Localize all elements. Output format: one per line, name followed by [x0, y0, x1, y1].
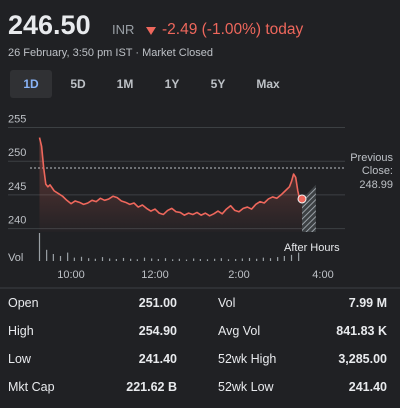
- volume-bar: [235, 259, 237, 261]
- volume-bar: [164, 258, 167, 261]
- volume-label: Vol: [8, 252, 23, 264]
- x-tick-label: 12:00: [141, 269, 169, 281]
- x-tick-label: 10:00: [57, 269, 85, 281]
- volume-bar: [199, 259, 201, 261]
- volume-bar: [46, 249, 48, 261]
- stat-value: 841.83 K: [336, 324, 387, 338]
- volume-bar: [130, 258, 132, 261]
- stat-label: Avg Vol: [218, 324, 260, 338]
- price-line: [38, 137, 303, 217]
- stat-value: 7.99 M: [349, 296, 387, 310]
- change: -2.49 (-1.00%) today: [162, 21, 304, 38]
- tab[interactable]: 1Y: [165, 77, 180, 91]
- volume-bar: [52, 254, 54, 261]
- volume-bar: [241, 258, 243, 261]
- volume-bar: [256, 258, 258, 261]
- volume-bar: [172, 259, 174, 261]
- volume-bar: [277, 257, 279, 261]
- y-tick-label: 240: [8, 215, 26, 227]
- area: [39, 137, 302, 232]
- price: 246.50: [8, 10, 91, 40]
- stat-value: 3,285.00: [338, 352, 387, 366]
- volume-bar: [193, 258, 195, 261]
- previous-close-value: 248.99: [359, 179, 393, 191]
- stat-label: 52wk Low: [218, 380, 275, 394]
- stat-label: Vol: [218, 296, 235, 310]
- stat-value: 251.00: [139, 296, 177, 310]
- volume-bar: [151, 258, 153, 261]
- volume-bar: [38, 233, 41, 261]
- tab[interactable]: 5D: [70, 77, 86, 91]
- volume-bar: [269, 258, 272, 261]
- volume-bar: [248, 257, 251, 261]
- tab[interactable]: Max: [256, 77, 280, 91]
- volume-bar: [122, 257, 125, 261]
- volume-bar: [88, 258, 90, 261]
- tab[interactable]: 1D: [23, 77, 39, 91]
- currency: INR: [112, 22, 134, 37]
- x-tick-label: 4:00: [312, 269, 333, 281]
- volume-bar: [290, 254, 293, 261]
- volume-bar: [298, 252, 300, 261]
- volume-bar: [178, 258, 180, 261]
- stat-label: Mkt Cap: [8, 380, 55, 394]
- stat-value: 254.90: [139, 324, 177, 338]
- tab[interactable]: 5Y: [211, 77, 226, 91]
- tab[interactable]: 1M: [117, 77, 134, 91]
- volume-bar: [80, 256, 83, 261]
- volume-bar: [214, 258, 216, 261]
- volume-bar: [94, 258, 96, 261]
- y-tick-label: 255: [8, 113, 26, 125]
- stat-value: 241.40: [349, 380, 387, 394]
- volume-bar: [109, 258, 111, 261]
- volume-bar: [157, 259, 159, 261]
- y-tick-label: 250: [8, 147, 26, 159]
- volume-bar: [59, 255, 62, 261]
- volume-bar: [143, 257, 146, 261]
- stat-value: 221.62 B: [126, 380, 177, 394]
- volume-bar: [262, 257, 264, 261]
- tab-selected: [10, 70, 52, 98]
- volume-bar: [67, 252, 69, 261]
- volume-bar: [136, 259, 138, 261]
- stat-label: 52wk High: [218, 352, 276, 366]
- volume-bar: [115, 259, 117, 261]
- volume-bar: [227, 259, 230, 261]
- volume-bar: [185, 259, 188, 261]
- down-arrow: [146, 27, 156, 35]
- x-tick-label: 2:00: [228, 269, 249, 281]
- volume-bar: [101, 257, 104, 261]
- after-hours-area: [302, 184, 316, 232]
- stat-value: 241.40: [139, 352, 177, 366]
- previous-close-label: Previous Close:: [350, 152, 393, 177]
- y-tick-label: 245: [8, 181, 26, 193]
- volume-bar: [283, 255, 285, 261]
- volume-bar: [220, 258, 222, 261]
- stat-label: High: [8, 324, 34, 338]
- after-hours-label: After Hours: [284, 242, 340, 254]
- volume-bar: [73, 257, 75, 261]
- stat-label: Low: [8, 352, 32, 366]
- subtitle: 26 February, 3:50 pm IST · Market Closed: [8, 47, 213, 59]
- stat-label: Open: [8, 296, 39, 310]
- volume-bar: [206, 259, 209, 261]
- last-point: [297, 194, 307, 204]
